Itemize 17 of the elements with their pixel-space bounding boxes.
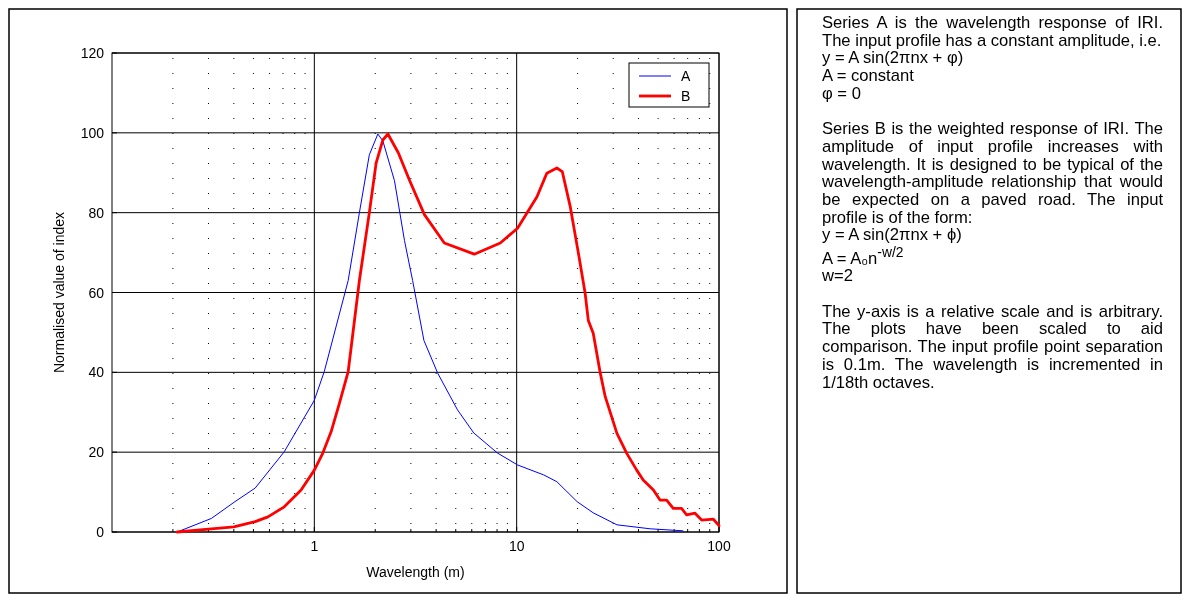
text: The y-axis is a relative scale and is arbitrary. The plots have been scaled to aid comparison. The input profile point separation is 0.1m. The wavelength is incremented in 1/18th octaves. xyxy=(822,301,1163,392)
x-axis-title: Wavelength (m) xyxy=(366,564,465,580)
y-tick-label: 20 xyxy=(88,444,105,461)
legend-label: A xyxy=(681,68,691,84)
x-tick-label: 1 xyxy=(310,538,319,554)
x-tick-label: 100 xyxy=(707,538,731,554)
y-tick-label: 0 xyxy=(96,524,105,540)
y-tick-label: 40 xyxy=(88,364,105,381)
y-tick-label: 120 xyxy=(80,45,105,61)
y-tick-label: 80 xyxy=(88,204,105,221)
y-axis-title: Normalised value of index xyxy=(51,211,67,374)
legend-label: B xyxy=(681,88,691,104)
y-tick-label: 100 xyxy=(80,124,105,141)
y-tick-label: 60 xyxy=(88,284,105,301)
x-tick-label: 10 xyxy=(508,538,525,554)
text: Series A is the wavelength response of IRI. The input profile has a constant amplitude, i.e. y = A sin(2πnx + φ) A = constant φ = 0 xyxy=(822,13,1163,103)
text: Series B is the weighted response of IRI. The amplitude of input profile increases with wavelength. It is designed to be typical of the wavelength-amplitude relationship that would be expected on a paved road. The input profile is of the form: y = A sin(2πnx + ϕ) A = A₀n$^{-w/2}$ w=2 xyxy=(822,119,1163,286)
